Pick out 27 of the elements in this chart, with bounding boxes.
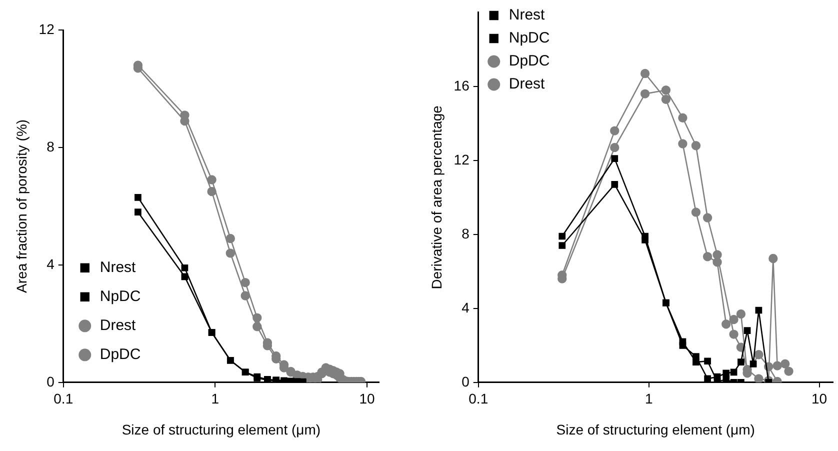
legend-label: NpDC [100, 288, 141, 306]
y-tick-label: 12 [38, 20, 55, 37]
x-tick-label: 10 [359, 390, 375, 407]
legend-label: Nrest [508, 6, 546, 24]
legend-label: DpDC [100, 346, 141, 364]
legend-label: Drest [508, 76, 546, 93]
y-axis-title: Area fraction of porosity (%) [13, 119, 30, 293]
y-tick-label: 0 [462, 373, 470, 390]
x-axis-title: Size of structuring element (μm) [556, 421, 755, 438]
y-tick-label: 16 [454, 77, 470, 94]
y-tick-label: 4 [462, 299, 470, 316]
y-tick-label: 0 [46, 373, 55, 390]
x-axis-title: Size of structuring element (μm) [122, 421, 321, 438]
x-tick-label: 0.1 [468, 390, 488, 407]
x-tick-label: 1 [211, 390, 220, 407]
legend-label: DpDC [508, 52, 550, 70]
legend-label: Drest [100, 317, 137, 334]
y-tick-label: 8 [462, 225, 470, 242]
legend-label: NpDC [508, 30, 550, 47]
x-tick-label: 0.1 [54, 390, 74, 407]
legend-label: Nrest [100, 259, 137, 276]
y-axis-title: Derivative of area percentage [428, 105, 444, 290]
x-tick-label: 10 [812, 390, 828, 407]
y-tick-label: 8 [46, 138, 55, 154]
y-tick-label: 12 [454, 151, 470, 168]
y-tick-label: 4 [46, 256, 55, 272]
x-tick-label: 1 [644, 390, 653, 407]
